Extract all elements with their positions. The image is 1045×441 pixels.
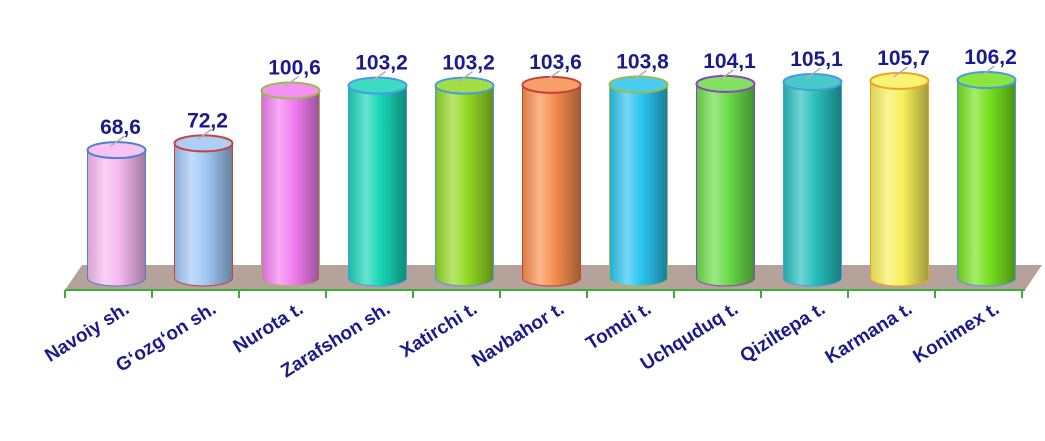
bar-body	[609, 83, 668, 287]
value-leader-line	[893, 66, 908, 78]
data-label: 106,2	[964, 46, 1017, 69]
bar-top-cap	[173, 134, 234, 153]
bar-11	[956, 71, 1017, 287]
data-label: 100,6	[268, 56, 321, 79]
bar-body	[870, 80, 929, 287]
bar-body	[522, 84, 581, 287]
bar-body	[783, 81, 842, 287]
bar-10	[869, 71, 930, 287]
value-labels-group: 68,6 72,2 100,6 103,2 103,2 103,6 103,8 104,1 10…	[100, 46, 1017, 147]
bar-4	[347, 76, 408, 287]
bar-5	[434, 76, 495, 287]
category-labels-group: Navoiy sh.G‘ozg‘on sh. Nurota t.Zarafshon…	[41, 298, 1003, 382]
category-label: Karmana t.	[822, 298, 916, 368]
value-leader-line	[806, 67, 821, 79]
data-label: 68,6	[100, 116, 141, 139]
data-label: 105,1	[790, 48, 843, 71]
bar-top-cap	[956, 71, 1017, 89]
data-label: 72,2	[187, 109, 228, 132]
bar-1	[86, 141, 147, 287]
value-leader-line	[632, 69, 647, 82]
bar-8	[695, 74, 756, 287]
bar-3	[260, 81, 321, 287]
bar-top-cap	[260, 81, 321, 100]
data-label: 103,2	[355, 52, 408, 75]
data-label: 103,6	[529, 51, 582, 74]
bar-top-cap	[521, 75, 582, 94]
bar-top-cap	[869, 71, 930, 90]
bar-9	[782, 73, 843, 287]
value-leader-line	[371, 70, 386, 83]
bar-body	[261, 89, 320, 287]
data-label: 103,8	[616, 50, 669, 73]
bar-body	[696, 83, 755, 287]
bar-top-cap	[782, 73, 843, 92]
data-label: 105,7	[877, 47, 930, 70]
bar-top-cap	[434, 76, 495, 95]
bar-top-cap	[86, 141, 147, 160]
value-leader-line	[980, 65, 995, 77]
value-leader-line	[197, 128, 212, 141]
category-label: Nurota t.	[230, 298, 307, 357]
data-label: 104,1	[703, 50, 756, 73]
value-leader-line	[458, 70, 473, 83]
bar-body	[87, 149, 146, 287]
value-leader-line	[545, 70, 560, 82]
value-leader-line	[284, 75, 299, 88]
category-label: Konimex t.	[910, 298, 1003, 367]
bar-top-cap	[347, 76, 408, 95]
category-label: Tomdi t.	[583, 298, 656, 354]
category-label: Xatirchi t.	[397, 298, 482, 362]
category-label: Uchquduq t.	[637, 298, 742, 375]
bar-7	[608, 75, 669, 287]
bar-body	[957, 79, 1016, 287]
value-leader-line	[110, 135, 125, 147]
bar-body	[348, 85, 407, 287]
category-label: Qiziltepa t.	[737, 298, 830, 367]
bar-body	[174, 142, 233, 287]
value-leader-line	[719, 69, 734, 81]
bar-body	[435, 85, 494, 287]
bar-top-cap	[608, 75, 669, 94]
bar-top-cap	[695, 74, 756, 93]
data-label: 103,2	[442, 52, 495, 75]
category-label: Navbahor t.	[468, 298, 568, 371]
bar-2	[173, 134, 234, 287]
bars-group	[64, 71, 1023, 298]
bar-6	[521, 75, 582, 287]
